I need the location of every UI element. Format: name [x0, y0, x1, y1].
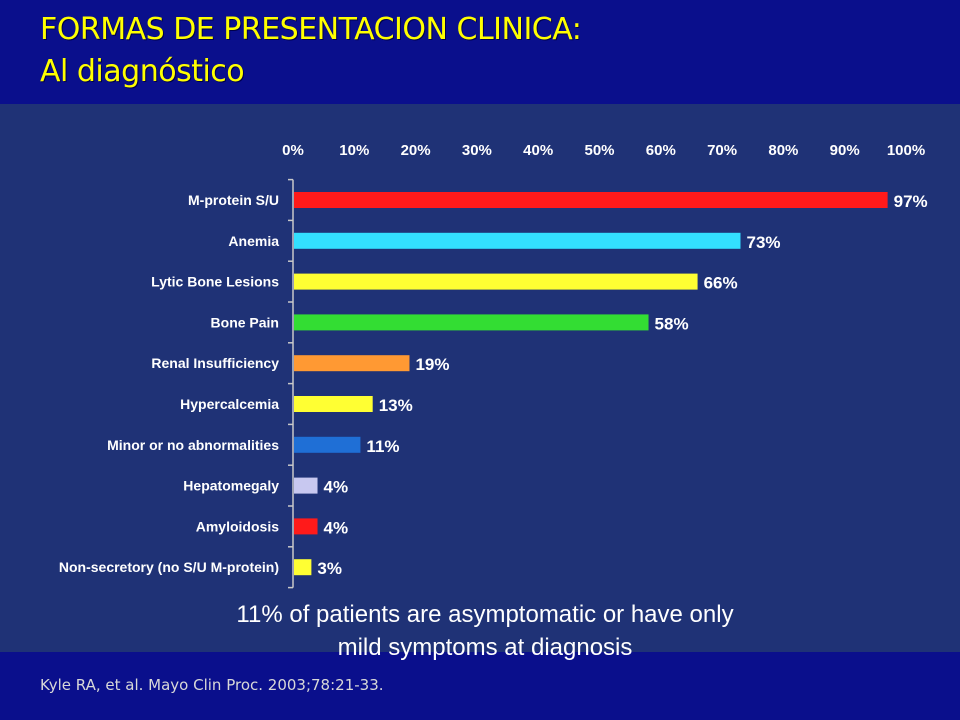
- value-label: 58%: [655, 314, 689, 333]
- bar: [294, 314, 649, 331]
- bar: [294, 232, 741, 249]
- bar: [294, 477, 318, 494]
- slide-title-line1: FORMAS DE PRESENTACION CLINICA:: [40, 12, 582, 47]
- bars: [294, 192, 888, 576]
- caption-line2: mild symptoms at diagnosis: [337, 634, 633, 661]
- x-axis-ticks: 0% 10% 20% 30% 40% 50% 60% 70% 80% 90% 100%: [282, 142, 925, 159]
- slide-title-line2: Al diagnóstico: [40, 54, 245, 89]
- caption-line1: 11% of patients are asymptomatic or have…: [236, 601, 734, 628]
- x-tick-label: 50%: [584, 142, 614, 159]
- category-label: M-protein S/U: [188, 192, 279, 208]
- bar: [294, 518, 318, 535]
- category-label: Lytic Bone Lesions: [151, 274, 279, 290]
- value-label: 97%: [894, 192, 928, 211]
- value-label: 13%: [379, 396, 413, 415]
- bar: [294, 355, 410, 372]
- x-tick-label: 10%: [339, 142, 369, 159]
- category-labels: M-protein S/U Anemia Lytic Bone Lesions Bon…: [59, 192, 279, 575]
- value-label: 19%: [415, 355, 449, 374]
- x-tick-label: 90%: [830, 142, 860, 159]
- bar: [294, 436, 361, 453]
- category-label: Amyloidosis: [196, 518, 279, 534]
- value-label: 4%: [324, 518, 349, 537]
- x-tick-label: 40%: [523, 142, 553, 159]
- value-label: 3%: [317, 559, 342, 578]
- category-label: Renal Insufficiency: [151, 355, 279, 371]
- citation: Kyle RA, et al. Mayo Clin Proc. 2003;78:…: [40, 676, 384, 694]
- x-tick-label: 30%: [462, 142, 492, 159]
- x-tick-label: 100%: [887, 142, 925, 159]
- y-axis: [288, 178, 294, 589]
- bar: [294, 192, 888, 208]
- x-tick-label: 70%: [707, 142, 737, 159]
- x-tick-label: 20%: [401, 142, 431, 159]
- value-labels: 97% 73% 66% 58% 19% 13% 11% 4% 4% 3%: [317, 192, 927, 578]
- value-label: 66%: [704, 274, 738, 293]
- category-label: Hypercalcemia: [180, 396, 279, 412]
- value-label: 4%: [324, 478, 349, 497]
- x-tick-label: 60%: [646, 142, 676, 159]
- category-label: Anemia: [228, 233, 279, 249]
- bar: [294, 396, 373, 412]
- category-label: Hepatomegaly: [183, 478, 279, 494]
- bar: [294, 559, 312, 576]
- bar: [294, 273, 698, 290]
- value-label: 73%: [746, 233, 780, 252]
- value-label: 11%: [366, 437, 399, 456]
- x-tick-label: 0%: [282, 142, 304, 159]
- category-label: Minor or no abnormalities: [107, 437, 279, 453]
- slide-header: FORMAS DE PRESENTACION CLINICA: Al diagn…: [0, 0, 960, 104]
- x-tick-label: 80%: [768, 142, 798, 159]
- bar-chart: 0% 10% 20% 30% 40% 50% 60% 70% 80% 90% 100% M-prot…: [59, 142, 928, 589]
- chart-caption: 11% of patients are asymptomatic or have…: [100, 598, 870, 664]
- category-label: Bone Pain: [211, 314, 279, 330]
- category-label: Non-secretory (no S/U M-protein): [59, 559, 279, 575]
- slide-footer: [0, 652, 960, 720]
